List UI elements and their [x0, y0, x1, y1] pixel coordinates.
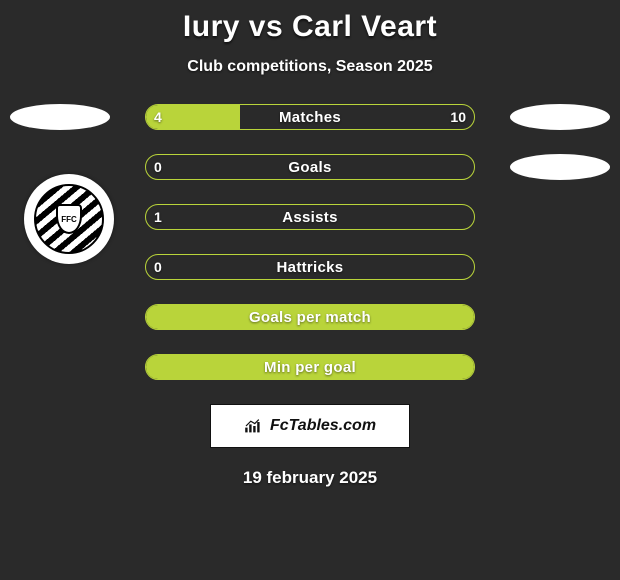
stat-right-value: 10: [450, 105, 466, 129]
stat-row-goals-per-match: Goals per match: [0, 304, 620, 330]
stat-row-matches: 4 Matches 10: [0, 104, 620, 130]
stat-label: Assists: [146, 205, 474, 229]
stat-row-goals: 0 Goals: [0, 154, 620, 180]
stat-row-min-per-goal: Min per goal: [0, 354, 620, 380]
stat-bar: Goals per match: [145, 304, 475, 330]
chart-icon: [244, 418, 264, 434]
stat-bar: 4 Matches 10: [145, 104, 475, 130]
brand-badge[interactable]: FcTables.com: [210, 404, 410, 448]
stat-label: Goals per match: [146, 305, 474, 329]
stat-label: Hattricks: [146, 255, 474, 279]
stat-label: Matches: [146, 105, 474, 129]
page-title: Iury vs Carl Veart: [0, 0, 620, 44]
stat-bar: Min per goal: [145, 354, 475, 380]
stat-row-assists: 1 Assists: [0, 204, 620, 230]
stat-bar: 1 Assists: [145, 204, 475, 230]
comparison-panel: FFC 4 Matches 10 0 Goals 1 Assists 0 Hat…: [0, 104, 620, 380]
brand-text: FcTables.com: [270, 417, 376, 435]
stat-bar: 0 Hattricks: [145, 254, 475, 280]
stat-bar: 0 Goals: [145, 154, 475, 180]
stat-row-hattricks: 0 Hattricks: [0, 254, 620, 280]
date-text: 19 february 2025: [0, 468, 620, 488]
subtitle: Club competitions, Season 2025: [0, 58, 620, 76]
stat-label: Min per goal: [146, 355, 474, 379]
stat-label: Goals: [146, 155, 474, 179]
